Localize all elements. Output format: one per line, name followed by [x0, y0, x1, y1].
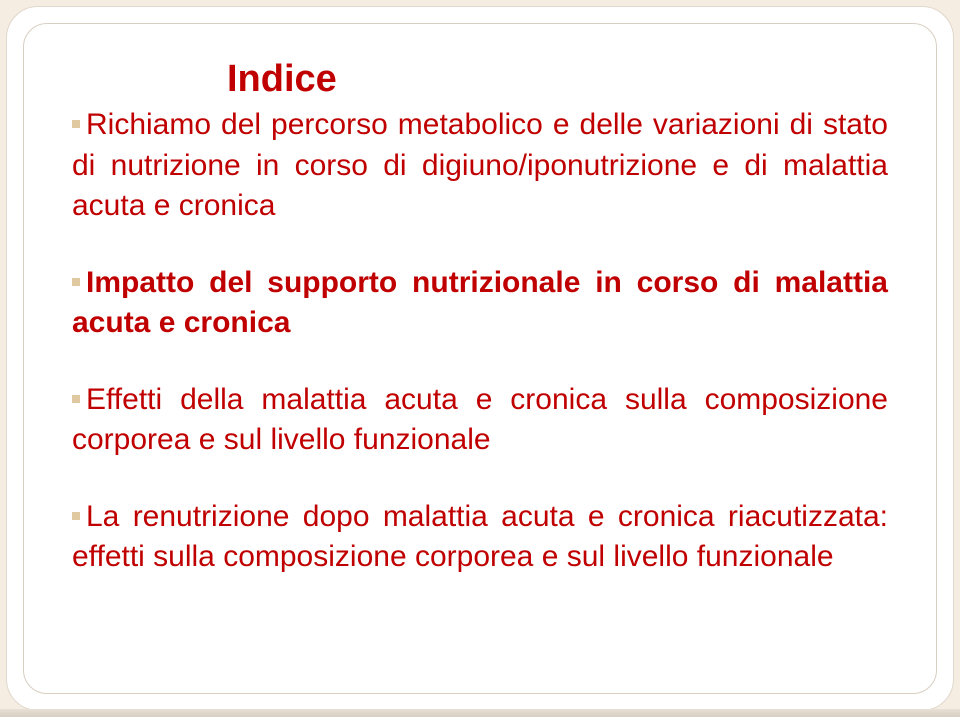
bullet-icon: [72, 120, 80, 128]
list-item: Effetti della malattia acuta e cronica s…: [72, 380, 888, 461]
bullet-icon: [72, 395, 80, 403]
list-item-text: Impatto del supporto nutrizionale in cor…: [72, 266, 888, 340]
slide-outer-frame: Indice Richiamo del percorso metabolico …: [6, 6, 954, 711]
bullet-icon: [72, 512, 80, 520]
slide-title: Indice: [227, 58, 888, 101]
list-item-text: Effetti della malattia acuta e cronica s…: [72, 383, 888, 457]
bullet-icon: [72, 278, 80, 286]
list-item: Impatto del supporto nutrizionale in cor…: [72, 263, 888, 344]
list-item: La renutrizione dopo malattia acuta e cr…: [72, 497, 888, 578]
slide-content: Indice Richiamo del percorso metabolico …: [72, 58, 888, 659]
slide-inner-frame: Indice Richiamo del percorso metabolico …: [23, 23, 937, 694]
list-item: Richiamo del percorso metabolico e delle…: [72, 105, 888, 227]
bottom-gradient-bar: [0, 709, 960, 717]
list-item-text: La renutrizione dopo malattia acuta e cr…: [72, 500, 888, 574]
list-item-text: Richiamo del percorso metabolico e delle…: [72, 108, 888, 222]
